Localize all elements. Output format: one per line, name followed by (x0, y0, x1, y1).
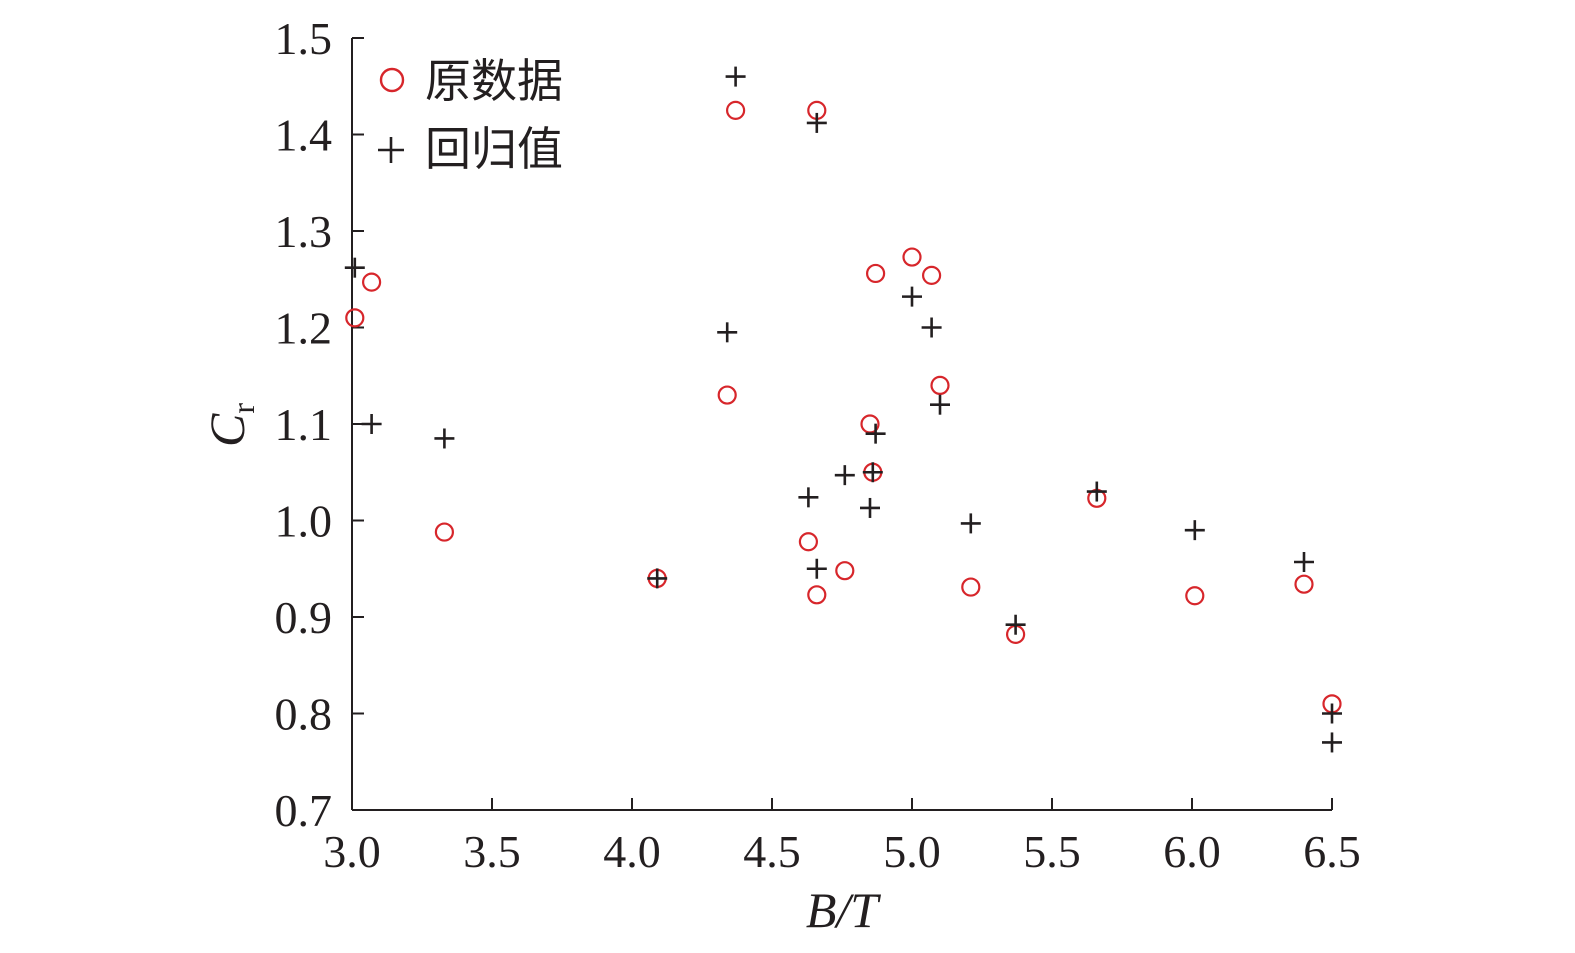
y-ticks: 0.7 0.8 0.9 1.0 1.1 1.2 1.3 1.4 1.5 (275, 13, 364, 836)
y-axis-title-main: C (199, 413, 255, 447)
y-tick-label: 0.8 (275, 689, 333, 740)
data-point-regression (862, 462, 883, 483)
y-tick-label: 1.1 (275, 399, 333, 450)
data-point-regression (1322, 703, 1342, 724)
data-point-regression (1322, 732, 1342, 753)
y-tick-label: 1.0 (275, 496, 333, 547)
data-point-original (362, 272, 382, 292)
legend-circle-marker (379, 67, 405, 93)
data-point-original (865, 263, 886, 284)
legend-item-original: 原数据 (379, 54, 563, 108)
data-point-original (835, 561, 855, 581)
x-tick-label: 6.0 (1163, 826, 1221, 877)
data-point-original (1294, 574, 1314, 594)
data-point-regression (806, 558, 827, 579)
data-point-original (717, 385, 737, 405)
legend-item-regression: 回归值 (378, 122, 563, 176)
data-point-regression (647, 568, 668, 589)
x-tick-label: 5.0 (883, 826, 941, 877)
data-point-original (902, 247, 922, 267)
data-point-original (921, 265, 942, 285)
legend: 原数据 回归值 (378, 54, 563, 176)
data-point-original (345, 308, 365, 328)
data-point-regression (434, 428, 455, 449)
data-point-regression (960, 513, 981, 534)
x-ticks: 3.0 3.5 4.0 4.5 5.0 5.5 6.0 6.5 (323, 798, 1361, 877)
data-point-original (930, 375, 950, 395)
x-tick-label: 4.0 (603, 826, 661, 877)
data-point-regression (1184, 520, 1205, 541)
data-point-regression (902, 286, 922, 307)
y-tick-label: 1.4 (275, 110, 333, 161)
data-point-regression (860, 497, 880, 518)
series-layer (344, 66, 1342, 753)
data-point-regression (1005, 614, 1026, 635)
x-tick-label: 6.5 (1303, 826, 1361, 877)
data-point-original (1185, 586, 1205, 606)
y-tick-label: 1.3 (275, 206, 333, 257)
data-point-original (961, 577, 981, 597)
x-tick-label: 5.5 (1023, 826, 1081, 877)
data-point-regression (717, 322, 738, 343)
legend-label-regression: 回归值 (425, 122, 563, 176)
legend-label-original: 原数据 (425, 54, 563, 108)
data-point-regression (361, 414, 382, 434)
data-point-regression (865, 423, 886, 444)
plot-area: 0.7 0.8 0.9 1.0 1.1 1.2 1.3 1.4 1.5 3.0 3.5 4.0 4.5… (275, 13, 1361, 877)
y-tick-label: 0.9 (275, 592, 333, 643)
y-tick-label: 1.5 (275, 13, 333, 64)
data-point-original (807, 585, 827, 605)
data-point-regression (834, 465, 855, 486)
y-axis-title: Cr (199, 403, 261, 447)
data-point-regression (798, 487, 819, 508)
x-axis-title: B/T (806, 882, 881, 938)
y-tick-label: 0.7 (275, 785, 333, 836)
x-tick-label: 3.5 (463, 826, 521, 877)
data-point-original (725, 100, 746, 120)
y-tick-label: 1.2 (275, 303, 333, 354)
data-point-regression (725, 66, 746, 87)
data-point-regression (930, 394, 950, 415)
data-point-original (798, 532, 819, 552)
data-point-regression (806, 112, 827, 133)
x-tick-label: 4.5 (743, 826, 801, 877)
x-tick-label: 3.0 (323, 826, 381, 877)
y-axis-title-sub: r (225, 403, 261, 414)
data-point-regression (921, 317, 942, 338)
data-point-regression (344, 257, 365, 278)
data-point-regression (1086, 481, 1107, 502)
data-point-regression (1294, 551, 1314, 572)
data-point-original (434, 522, 454, 542)
